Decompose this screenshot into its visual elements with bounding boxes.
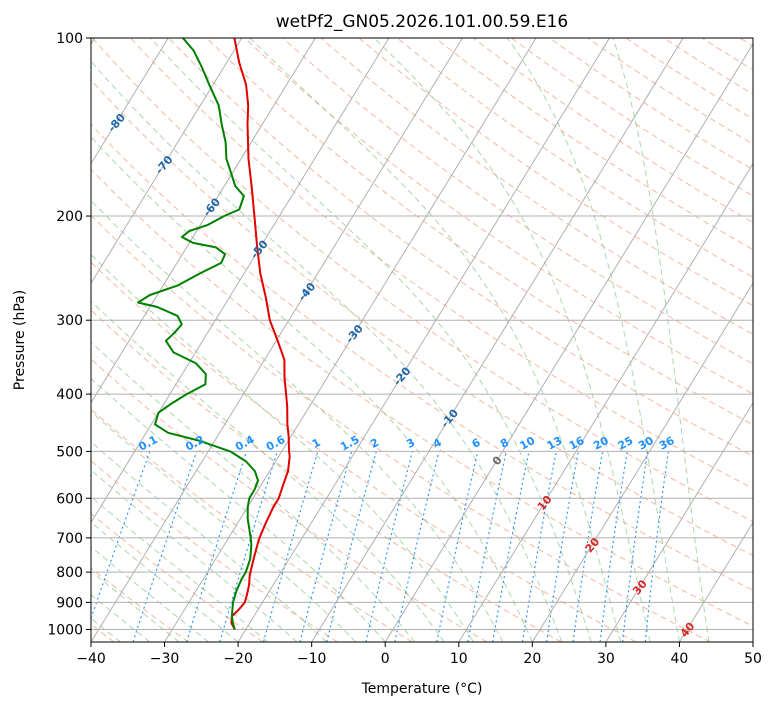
pressure-gridlines xyxy=(91,38,753,630)
moist-adiabat-line xyxy=(91,60,563,642)
moist-adiabat-line xyxy=(91,300,445,642)
dry-adiabat-line xyxy=(91,309,562,642)
isotherm-line xyxy=(531,282,753,642)
plot-frame xyxy=(90,37,754,643)
moist-adiabat-line xyxy=(91,495,268,642)
y-tick-label: 900 xyxy=(56,595,83,611)
mixing-ratio-line xyxy=(394,451,440,642)
dry-adiabat-line xyxy=(91,567,189,642)
dry-adiabat-line xyxy=(244,38,753,395)
dry-adiabat-line xyxy=(91,79,753,557)
moist-adiabat-line xyxy=(373,38,651,642)
dry-adiabat-line xyxy=(320,38,753,335)
mixing-ratio-label: 36 xyxy=(657,434,677,453)
dewpoint-line xyxy=(137,38,259,630)
mixing-ratio-label: 20 xyxy=(591,434,611,453)
moist-adiabat-line xyxy=(91,253,474,642)
mixing-ratio-line xyxy=(436,451,479,642)
moist-adiabat-line xyxy=(612,38,710,642)
dry-adiabat-line xyxy=(91,358,488,642)
plot-area: -100-90-80-70-60-50-40-30-20-10010203040… xyxy=(91,38,753,642)
mixing-ratio-label: 10 xyxy=(518,434,538,453)
mixing-ratio-label: 13 xyxy=(545,434,565,453)
y-tick-label: 100 xyxy=(56,31,83,47)
x-tick-label: 40 xyxy=(671,651,689,667)
x-tick-label: 20 xyxy=(523,651,541,667)
moist-adiabat-line xyxy=(91,410,357,642)
x-tick-label: 10 xyxy=(450,651,468,667)
isotherm-line xyxy=(91,38,243,285)
y-tick-label: 400 xyxy=(56,387,83,403)
moist-adiabats xyxy=(91,38,710,642)
isotherm-line xyxy=(458,162,753,642)
mixing-ratio-line xyxy=(219,451,278,642)
isotherm-line xyxy=(311,38,684,642)
x-tick-label: 0 xyxy=(381,651,390,667)
isotherm-line xyxy=(91,38,169,165)
dry-adiabat-line xyxy=(282,38,753,365)
y-tick-label: 700 xyxy=(56,531,83,547)
moist-adiabat-line xyxy=(91,441,327,642)
mixing-ratio-line xyxy=(262,451,319,642)
x-tick-label: 50 xyxy=(744,651,762,667)
mixing-ratio-line xyxy=(186,451,248,642)
x-tick-label: −30 xyxy=(150,651,180,667)
dry-adiabat-line xyxy=(91,214,711,642)
y-axis-ticks: 100 200 300 400 500 600 700 800 900 1000 xyxy=(47,31,91,638)
x-tick-label: 30 xyxy=(597,651,615,667)
sounding-series xyxy=(137,38,291,630)
moist-adiabat-line xyxy=(149,38,592,642)
y-tick-label: 600 xyxy=(56,491,83,507)
y-tick-label: 800 xyxy=(56,565,83,581)
isotherm-line xyxy=(679,521,753,642)
isotherm-line xyxy=(91,38,390,524)
mixing-ratio-label: 16 xyxy=(567,434,587,453)
mixing-ratio-line xyxy=(365,451,413,642)
mixing-ratio-label: 25 xyxy=(616,434,636,453)
moist-adiabat-line xyxy=(91,341,415,642)
mixing-ratio-line xyxy=(467,451,507,642)
dry-adiabats xyxy=(91,38,753,642)
isotherm-line xyxy=(91,38,316,404)
x-axis-label: Temperature (°C) xyxy=(361,681,483,697)
x-tick-label: −20 xyxy=(223,651,253,667)
isotherm-line xyxy=(164,38,537,642)
y-tick-label: 300 xyxy=(56,313,83,329)
moist-adiabat-line xyxy=(249,38,622,642)
y-tick-label: 500 xyxy=(56,444,83,460)
mixing-ratio-line xyxy=(91,451,151,620)
dry-adiabat-line xyxy=(130,38,753,489)
dry-adiabat-line xyxy=(91,460,338,642)
dry-adiabat-line xyxy=(91,261,637,642)
y-axis-label: Pressure (hPa) xyxy=(12,290,28,390)
mixing-ratio-label: 30 xyxy=(636,434,656,453)
x-axis-ticks: −40 −30 −20 −10 0 10 20 30 40 50 xyxy=(76,642,762,667)
x-tick-label: −40 xyxy=(76,651,106,667)
x-tick-label: −10 xyxy=(297,651,327,667)
dry-adiabat-line xyxy=(91,512,264,642)
temperature-line xyxy=(230,38,291,630)
y-tick-label: 200 xyxy=(56,209,83,225)
isotherm-line xyxy=(384,43,753,642)
y-tick-label: 1000 xyxy=(47,622,83,638)
chart-title: wetPf2_GN05.2026.101.00.59.E16 xyxy=(276,12,568,32)
isotherm-line xyxy=(237,38,610,642)
dry-adiabat-line xyxy=(91,168,753,627)
mixing-ratio-line xyxy=(299,451,353,642)
isotherm-lines xyxy=(91,38,753,642)
moist-adiabat-line xyxy=(91,199,504,642)
mixing-ratio-line xyxy=(326,451,377,642)
moist-adiabat-line xyxy=(506,38,680,642)
isotherm-line xyxy=(605,401,753,642)
dry-adiabat-line xyxy=(92,38,753,523)
moist-adiabat-line xyxy=(91,469,298,642)
